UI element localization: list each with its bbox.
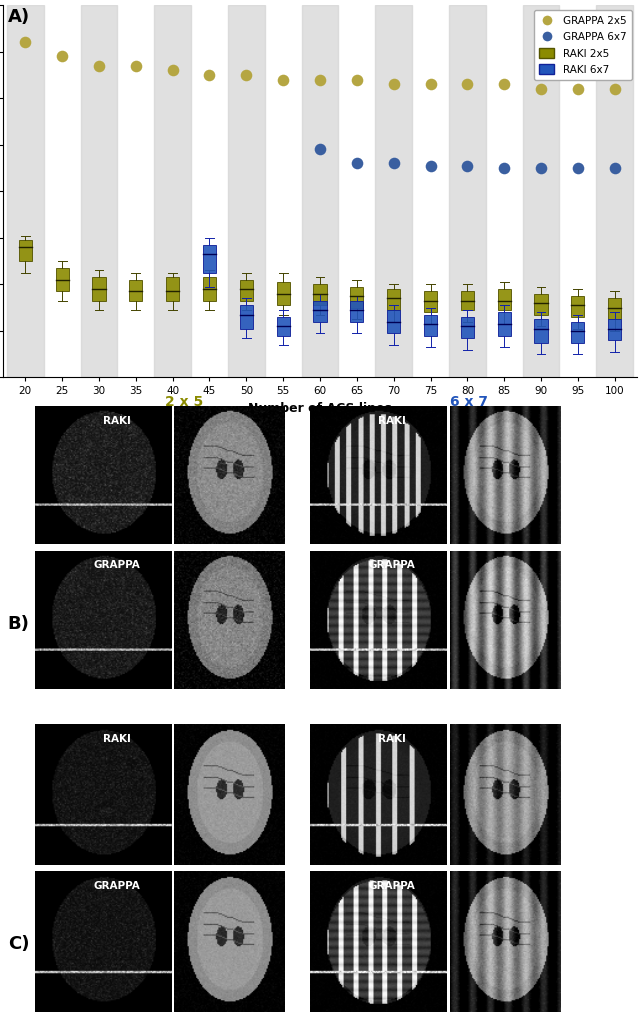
Bar [461, 292, 474, 310]
Bar [154, 5, 191, 377]
Bar [534, 319, 548, 343]
Point [131, 57, 141, 74]
Bar [461, 317, 474, 338]
Point [499, 76, 509, 92]
Bar [497, 290, 511, 310]
Bar [387, 310, 400, 333]
Point [573, 160, 583, 176]
Point [388, 76, 399, 92]
Bar [608, 299, 621, 319]
Bar [240, 305, 253, 328]
Bar [92, 277, 106, 301]
Text: A): A) [8, 8, 30, 27]
Point [609, 81, 620, 97]
Bar [424, 315, 437, 336]
Bar [608, 319, 621, 341]
Bar [7, 5, 44, 377]
Legend: GRAPPA 2x5, GRAPPA 6x7, RAKI 2x5, RAKI 6x7: GRAPPA 2x5, GRAPPA 6x7, RAKI 2x5, RAKI 6… [534, 10, 632, 80]
Bar [301, 5, 339, 377]
Point [426, 76, 436, 92]
Text: GRAPPA: GRAPPA [369, 881, 415, 891]
Point [462, 76, 472, 92]
Point [278, 72, 288, 88]
Text: C): C) [8, 935, 29, 953]
Text: RAKI: RAKI [102, 733, 131, 744]
Bar [19, 240, 32, 261]
Bar [129, 279, 143, 301]
Bar [497, 312, 511, 336]
Bar [228, 5, 265, 377]
Text: 2 x 5: 2 x 5 [164, 395, 203, 409]
Bar [314, 284, 326, 305]
Point [426, 158, 436, 174]
Text: 6 x 7: 6 x 7 [450, 395, 488, 409]
Bar [572, 321, 584, 343]
Point [462, 158, 472, 174]
Bar [276, 282, 290, 305]
Point [94, 57, 104, 74]
X-axis label: Number of ACS lines: Number of ACS lines [248, 402, 392, 415]
Point [352, 72, 362, 88]
Point [315, 141, 325, 158]
Bar [596, 5, 633, 377]
Text: GRAPPA: GRAPPA [93, 561, 140, 570]
Bar [572, 296, 584, 317]
Point [204, 66, 214, 83]
Point [57, 48, 67, 64]
Point [20, 34, 31, 50]
Bar [81, 5, 117, 377]
Point [609, 160, 620, 176]
Point [241, 66, 252, 83]
Text: GRAPPA: GRAPPA [93, 881, 140, 891]
Bar [523, 5, 559, 377]
Text: RAKI: RAKI [378, 733, 406, 744]
Bar [166, 277, 179, 301]
Bar [56, 268, 68, 292]
Text: RAKI: RAKI [102, 415, 131, 426]
Bar [534, 294, 548, 315]
Point [388, 155, 399, 172]
Bar [387, 290, 400, 310]
Point [536, 160, 546, 176]
Point [352, 155, 362, 172]
Bar [424, 292, 437, 312]
Point [315, 72, 325, 88]
Text: B): B) [8, 615, 29, 633]
Bar [375, 5, 412, 377]
Bar [449, 5, 486, 377]
Point [499, 160, 509, 176]
Bar [314, 301, 326, 321]
Bar [276, 317, 290, 336]
Text: RAKI: RAKI [378, 415, 406, 426]
Point [168, 62, 178, 79]
Bar [240, 279, 253, 301]
Bar [203, 244, 216, 273]
Text: GRAPPA: GRAPPA [369, 561, 415, 570]
Bar [203, 277, 216, 301]
Bar [350, 301, 364, 321]
Bar [350, 286, 364, 308]
Point [536, 81, 546, 97]
Point [573, 81, 583, 97]
